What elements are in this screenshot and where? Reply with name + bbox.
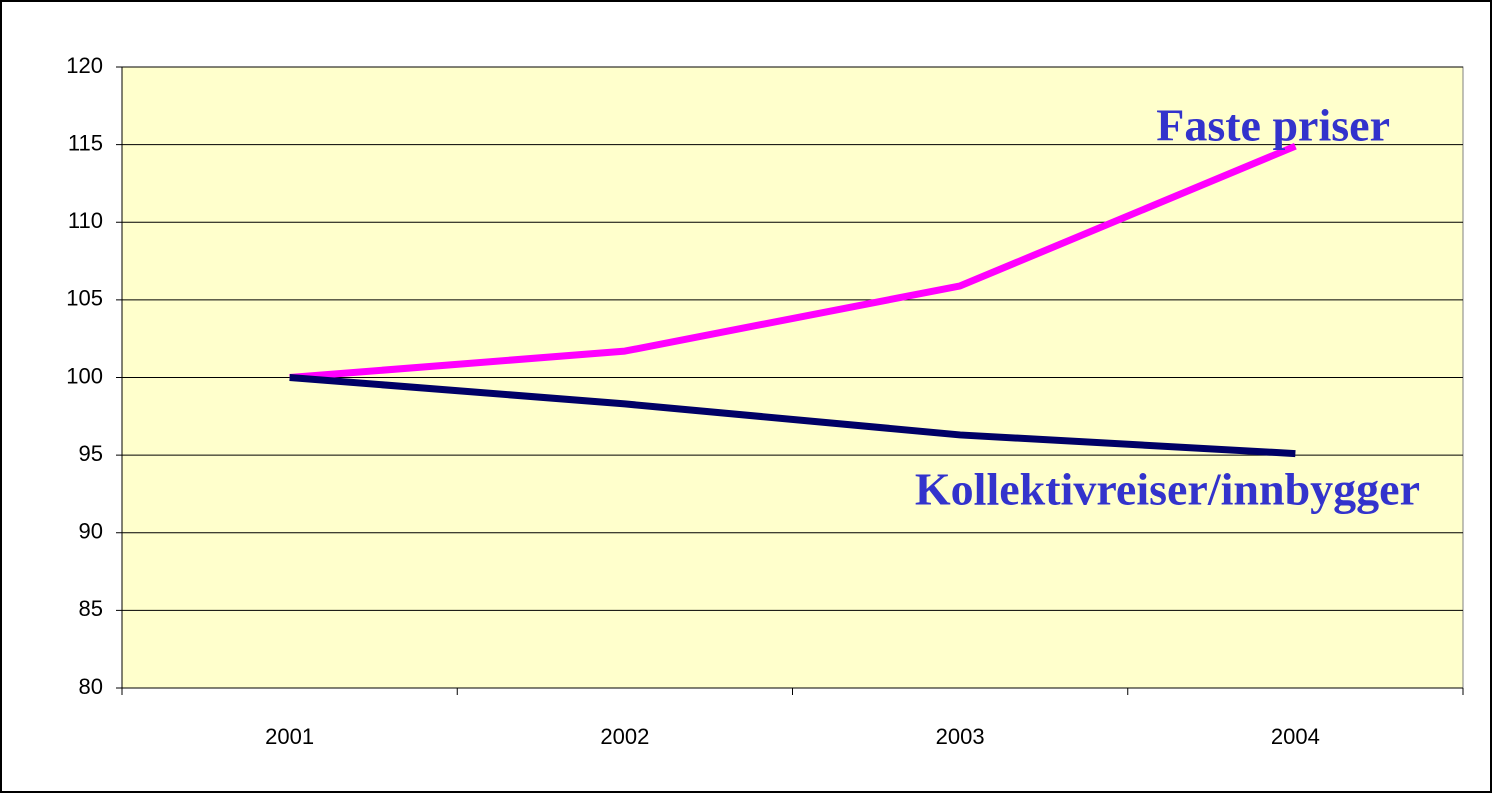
- y-tick-label: 100: [66, 363, 103, 388]
- x-tick-label: 2002: [600, 724, 649, 749]
- series-label: Faste priser: [1156, 100, 1390, 151]
- y-tick-label: 110: [68, 208, 103, 233]
- y-tick-label: 120: [66, 53, 103, 78]
- y-tick-label: 85: [79, 596, 103, 621]
- y-tick-label: 90: [79, 519, 103, 544]
- y-tick-label: 105: [66, 286, 103, 311]
- x-tick-label: 2004: [1271, 724, 1320, 749]
- x-tick-label: 2003: [936, 724, 985, 749]
- x-tick-label: 2001: [265, 724, 314, 749]
- y-tick-label: 115: [68, 130, 103, 155]
- y-tick-label: 80: [79, 674, 103, 699]
- series-label: Kollektivreiser/innbygger: [915, 464, 1420, 515]
- series-line: [289, 374, 1296, 458]
- series-line: [289, 142, 1297, 381]
- y-tick-label: 95: [79, 441, 103, 466]
